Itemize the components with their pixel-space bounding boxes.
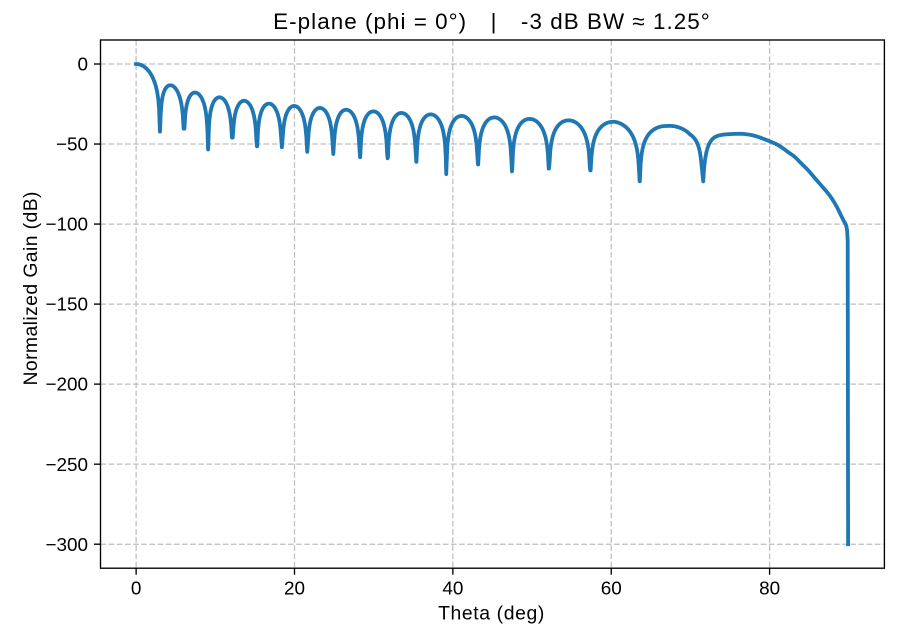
svg-text:−250: −250 xyxy=(45,455,88,476)
svg-text:−150: −150 xyxy=(45,295,88,316)
svg-text:Normalized Gain (dB): Normalized Gain (dB) xyxy=(20,191,42,385)
svg-text:0: 0 xyxy=(77,55,88,76)
svg-text:−200: −200 xyxy=(45,375,88,396)
svg-text:E-plane (phi = 0°) | -3 dB BW: E-plane (phi = 0°) | -3 dB BW ≈ 1.25° xyxy=(273,9,711,34)
svg-text:80: 80 xyxy=(759,579,780,600)
svg-text:60: 60 xyxy=(601,579,622,600)
svg-text:20: 20 xyxy=(284,579,305,600)
svg-text:−50: −50 xyxy=(56,135,88,156)
svg-text:40: 40 xyxy=(442,579,463,600)
svg-text:−100: −100 xyxy=(45,215,88,236)
svg-text:−300: −300 xyxy=(45,535,88,556)
svg-text:Theta (deg): Theta (deg) xyxy=(438,602,545,624)
svg-text:0: 0 xyxy=(131,579,142,600)
